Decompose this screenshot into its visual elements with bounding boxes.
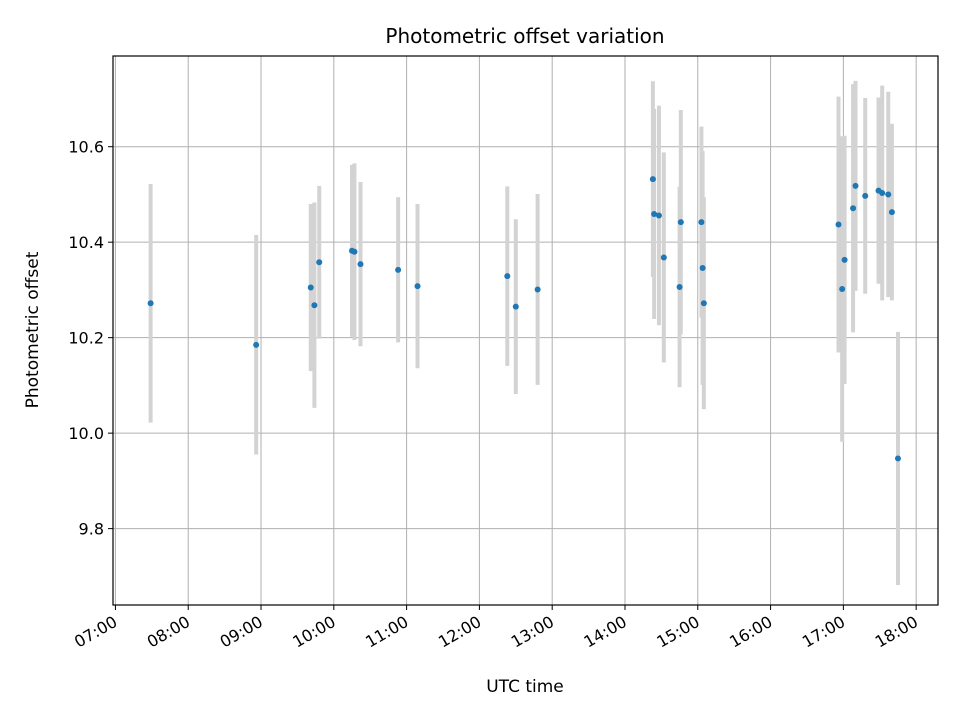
data-point xyxy=(888,209,895,216)
data-point xyxy=(835,221,842,228)
data-point xyxy=(841,256,848,263)
data-point xyxy=(504,273,511,280)
y-tick-label: 10.4 xyxy=(68,233,104,252)
data-point xyxy=(677,219,684,226)
y-tick-label: 10.0 xyxy=(68,424,104,443)
data-point xyxy=(357,261,364,268)
data-point xyxy=(676,284,683,291)
x-axis-label: UTC time xyxy=(486,677,564,697)
y-axis-label: Photometric offset xyxy=(23,251,43,408)
data-point xyxy=(147,300,154,307)
data-point xyxy=(660,254,667,261)
data-point xyxy=(700,300,707,307)
y-tick-label: 10.2 xyxy=(68,329,104,348)
plot-frame xyxy=(112,55,939,606)
data-point xyxy=(414,283,421,290)
data-point xyxy=(852,182,859,189)
y-axis-ticks: 9.8 10.0 10.2 10.4 10.6 xyxy=(68,138,113,539)
data-point xyxy=(649,176,656,183)
data-point xyxy=(655,212,662,219)
data-point xyxy=(311,302,318,309)
y-tick-label: 10.6 xyxy=(68,138,104,157)
data-point xyxy=(512,303,519,310)
data-point xyxy=(351,248,358,255)
data-point xyxy=(534,286,541,293)
data-point xyxy=(699,264,706,271)
data-point xyxy=(698,219,705,226)
data-point xyxy=(253,341,260,348)
data-point xyxy=(862,192,869,199)
data-point xyxy=(395,266,402,273)
data-points xyxy=(147,176,901,462)
chart-title: Photometric offset variation xyxy=(385,24,664,48)
data-point xyxy=(894,455,901,462)
data-point xyxy=(839,285,846,292)
data-point xyxy=(850,205,857,212)
data-point xyxy=(651,211,658,218)
data-point xyxy=(307,284,314,291)
data-point xyxy=(879,190,886,197)
data-point xyxy=(885,191,892,198)
data-point xyxy=(316,259,323,266)
y-tick-label: 9.8 xyxy=(79,520,104,539)
